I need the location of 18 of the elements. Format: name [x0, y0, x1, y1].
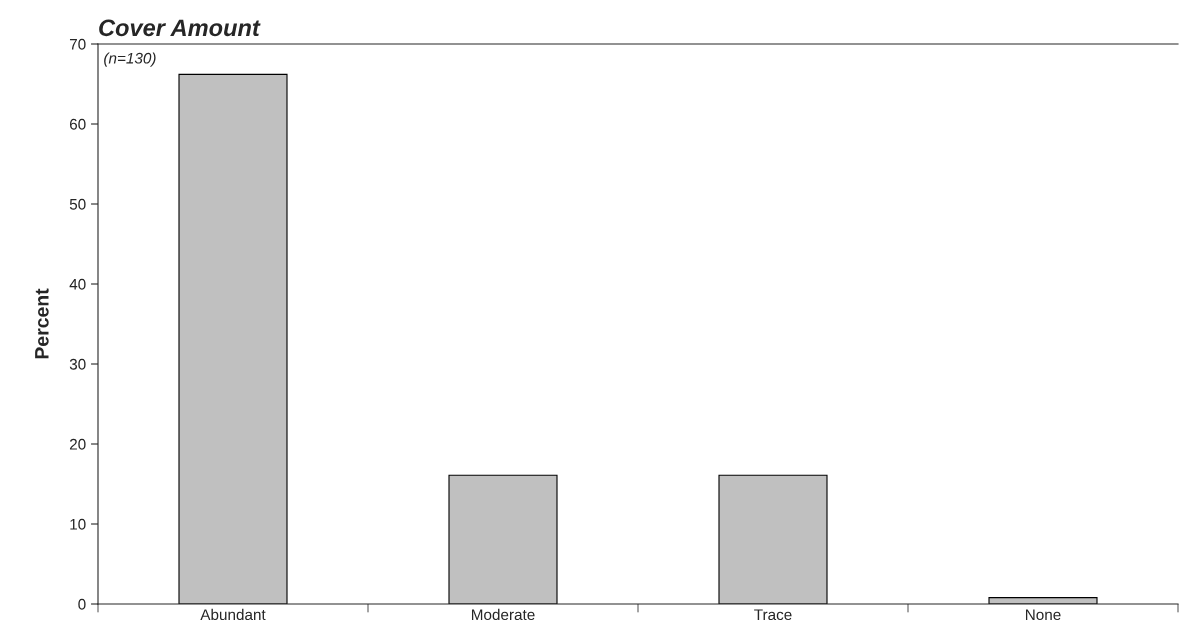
y-tick-label: 70	[69, 38, 86, 50]
y-tick-label: 20	[69, 438, 86, 450]
x-tick-label: Moderate	[471, 608, 535, 621]
y-axis-title: Percent	[35, 288, 49, 359]
bar	[718, 474, 828, 604]
chart-title: Cover Amount	[99, 19, 261, 37]
x-tick-label: None	[1025, 609, 1061, 621]
y-tick-label: 40	[69, 278, 86, 290]
annotation: (n=130)	[104, 52, 156, 67]
x-tick-label: Trace	[754, 609, 792, 621]
y-tick-label: 0	[78, 598, 86, 610]
y-tick-label: 30	[69, 358, 86, 370]
y-tick-label: 10	[70, 518, 86, 530]
bar	[178, 73, 288, 604]
x-tick-label: Abundant	[200, 608, 266, 621]
bar	[448, 474, 558, 604]
y-tick-label: 50	[69, 198, 86, 210]
y-tick-label: 60	[69, 118, 86, 130]
